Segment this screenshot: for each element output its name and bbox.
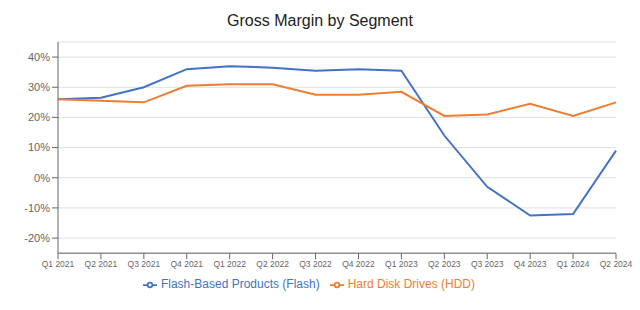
svg-text:Q1 2024: Q1 2024 bbox=[557, 259, 590, 269]
svg-text:Q4 2023: Q4 2023 bbox=[514, 259, 547, 269]
svg-text:20%: 20% bbox=[28, 111, 50, 123]
svg-text:-10%: -10% bbox=[24, 202, 50, 214]
svg-text:Q1 2022: Q1 2022 bbox=[213, 259, 246, 269]
svg-text:Q1 2023: Q1 2023 bbox=[385, 259, 418, 269]
svg-text:Q2 2022: Q2 2022 bbox=[256, 259, 289, 269]
html-text:Gross Margin by Segment: Gross Margin by Segment bbox=[227, 12, 413, 29]
svg-text:0%: 0% bbox=[34, 172, 50, 184]
svg-text:30%: 30% bbox=[28, 81, 50, 93]
html-text:Hard Disk Drives (HDD): Hard Disk Drives (HDD) bbox=[347, 277, 475, 292]
svg-text:Q3 2021: Q3 2021 bbox=[128, 259, 161, 269]
svg-text:-20%: -20% bbox=[24, 232, 50, 244]
svg-text:Q1 2021: Q1 2021 bbox=[42, 259, 75, 269]
svg-text:Q2 2021: Q2 2021 bbox=[85, 259, 118, 269]
svg-text:40%: 40% bbox=[28, 51, 50, 63]
svg-text:10%: 10% bbox=[28, 141, 50, 153]
svg-text:Q2 2023: Q2 2023 bbox=[428, 259, 461, 269]
svg-text:Q3 2023: Q3 2023 bbox=[471, 259, 504, 269]
svg-text:Q4 2022: Q4 2022 bbox=[342, 259, 375, 269]
svg-text:Q3 2022: Q3 2022 bbox=[299, 259, 332, 269]
svg-text:Q4 2021: Q4 2021 bbox=[170, 259, 203, 269]
html-text:Flash-Based Products (Flash): Flash-Based Products (Flash) bbox=[161, 277, 320, 292]
svg-text:Q2 2024: Q2 2024 bbox=[600, 259, 632, 269]
